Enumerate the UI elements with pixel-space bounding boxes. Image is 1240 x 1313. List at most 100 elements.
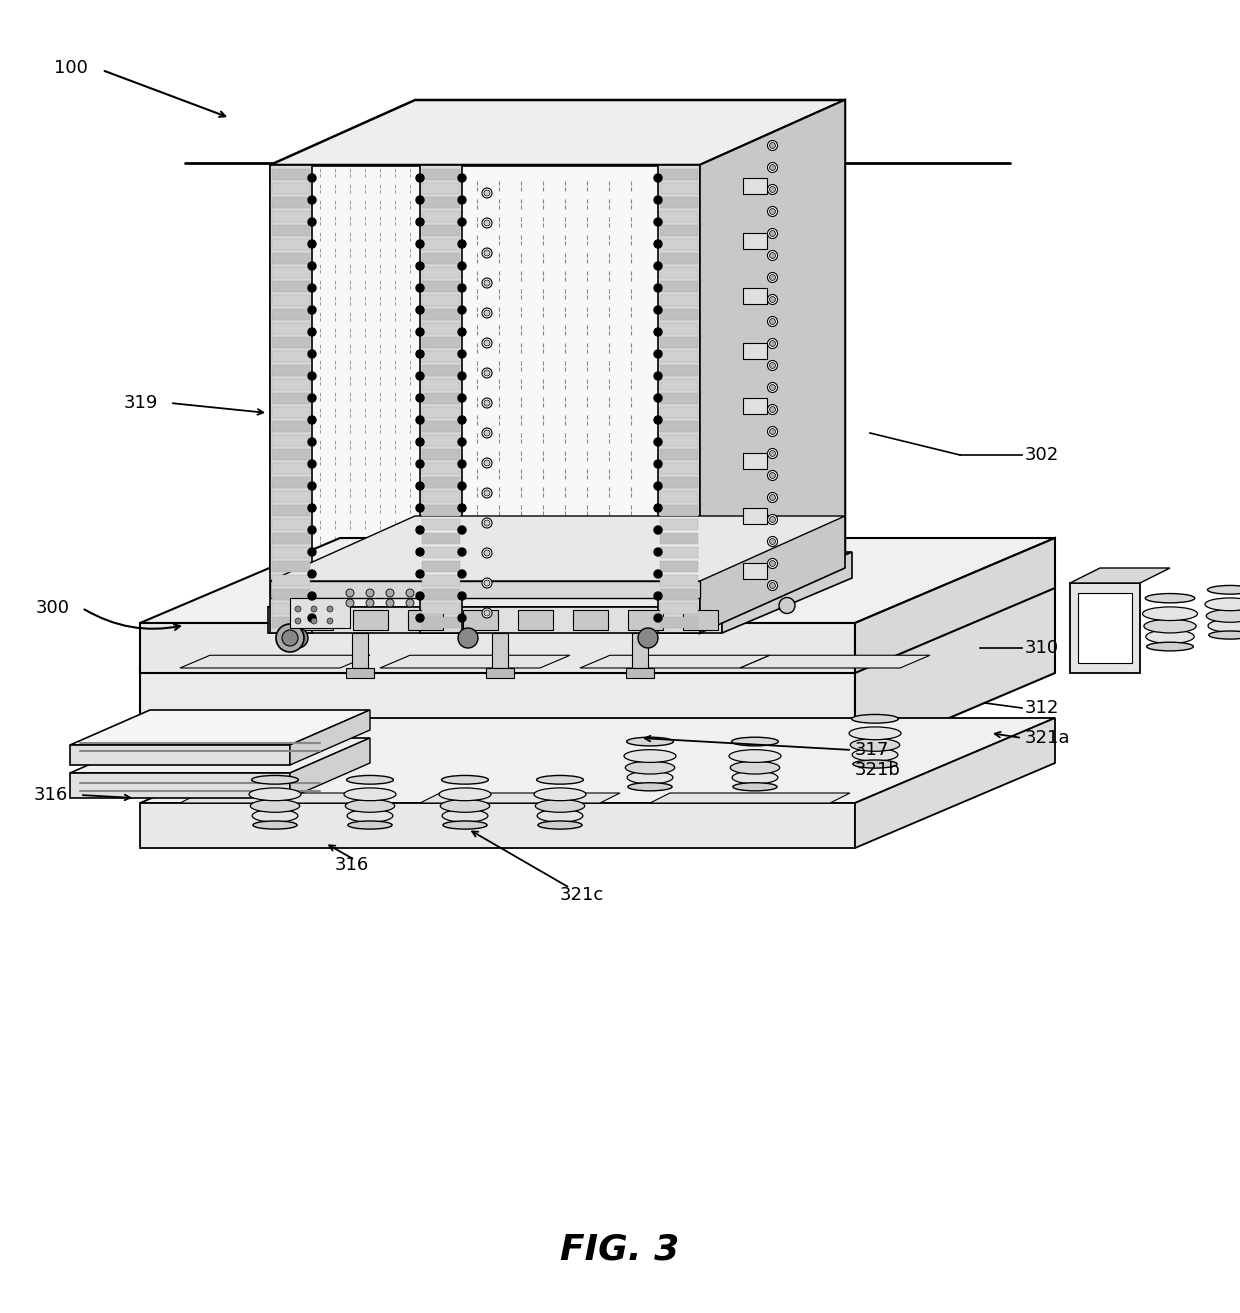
- Polygon shape: [422, 449, 460, 460]
- Polygon shape: [270, 165, 701, 633]
- Circle shape: [311, 618, 317, 624]
- Polygon shape: [272, 365, 310, 376]
- Polygon shape: [660, 421, 698, 432]
- Circle shape: [770, 407, 775, 412]
- Polygon shape: [422, 617, 460, 628]
- Polygon shape: [743, 288, 768, 303]
- Polygon shape: [422, 603, 460, 614]
- Polygon shape: [270, 516, 844, 580]
- Polygon shape: [270, 580, 701, 597]
- Polygon shape: [1070, 569, 1171, 583]
- Polygon shape: [180, 793, 379, 804]
- Polygon shape: [290, 710, 370, 765]
- Polygon shape: [272, 309, 310, 320]
- Ellipse shape: [625, 762, 675, 775]
- Circle shape: [768, 163, 777, 172]
- Circle shape: [484, 400, 490, 406]
- Circle shape: [768, 361, 777, 370]
- Circle shape: [415, 527, 424, 534]
- Polygon shape: [422, 281, 460, 291]
- Circle shape: [770, 516, 775, 523]
- Circle shape: [482, 368, 492, 378]
- Ellipse shape: [443, 809, 487, 822]
- Circle shape: [484, 190, 490, 196]
- Circle shape: [653, 218, 662, 226]
- Circle shape: [458, 614, 466, 622]
- Circle shape: [770, 297, 775, 302]
- Circle shape: [653, 527, 662, 534]
- Polygon shape: [422, 491, 460, 502]
- Ellipse shape: [729, 750, 781, 763]
- Ellipse shape: [347, 776, 393, 784]
- Circle shape: [653, 482, 662, 490]
- Ellipse shape: [536, 800, 585, 813]
- Polygon shape: [660, 477, 698, 488]
- Polygon shape: [660, 225, 698, 236]
- Polygon shape: [1078, 593, 1132, 663]
- Circle shape: [484, 429, 490, 436]
- Circle shape: [653, 394, 662, 402]
- Polygon shape: [660, 211, 698, 222]
- Polygon shape: [660, 617, 698, 628]
- Polygon shape: [518, 611, 553, 630]
- Circle shape: [308, 306, 316, 314]
- Ellipse shape: [627, 783, 672, 790]
- Polygon shape: [856, 538, 1055, 674]
- Circle shape: [386, 590, 394, 597]
- Polygon shape: [660, 533, 698, 544]
- Ellipse shape: [252, 776, 299, 784]
- Polygon shape: [422, 435, 460, 446]
- Circle shape: [770, 209, 775, 214]
- Polygon shape: [272, 379, 310, 390]
- Circle shape: [458, 372, 466, 379]
- Circle shape: [366, 599, 374, 607]
- Polygon shape: [140, 718, 1055, 804]
- Circle shape: [768, 558, 777, 569]
- Text: 316: 316: [33, 786, 68, 804]
- Circle shape: [768, 427, 777, 436]
- Circle shape: [484, 280, 490, 286]
- Circle shape: [386, 599, 394, 607]
- Circle shape: [653, 504, 662, 512]
- Polygon shape: [422, 393, 460, 404]
- Circle shape: [484, 340, 490, 347]
- Circle shape: [295, 607, 301, 612]
- Polygon shape: [660, 253, 698, 264]
- Ellipse shape: [537, 776, 583, 784]
- Polygon shape: [298, 611, 334, 630]
- Circle shape: [458, 175, 466, 183]
- Polygon shape: [272, 183, 310, 194]
- Polygon shape: [69, 773, 290, 798]
- Ellipse shape: [343, 788, 396, 801]
- Circle shape: [768, 382, 777, 393]
- Circle shape: [415, 504, 424, 512]
- Circle shape: [458, 504, 466, 512]
- Polygon shape: [660, 575, 698, 586]
- Polygon shape: [272, 211, 310, 222]
- Polygon shape: [272, 590, 310, 600]
- Circle shape: [770, 385, 775, 390]
- Polygon shape: [272, 267, 310, 278]
- Polygon shape: [420, 793, 620, 804]
- Circle shape: [770, 583, 775, 588]
- Ellipse shape: [252, 809, 298, 822]
- Polygon shape: [272, 407, 310, 418]
- Circle shape: [768, 206, 777, 217]
- Polygon shape: [422, 197, 460, 207]
- Ellipse shape: [534, 788, 587, 801]
- Text: FIG. 3: FIG. 3: [560, 1233, 680, 1267]
- Circle shape: [415, 394, 424, 402]
- Circle shape: [484, 310, 490, 316]
- Polygon shape: [627, 611, 663, 630]
- Polygon shape: [743, 177, 768, 193]
- Text: 300: 300: [36, 599, 69, 617]
- Ellipse shape: [1207, 609, 1240, 622]
- Polygon shape: [660, 351, 698, 362]
- Polygon shape: [180, 655, 370, 668]
- Polygon shape: [658, 165, 701, 633]
- Polygon shape: [660, 519, 698, 530]
- Polygon shape: [486, 668, 515, 678]
- Circle shape: [482, 428, 492, 439]
- Ellipse shape: [348, 821, 392, 829]
- Circle shape: [653, 570, 662, 578]
